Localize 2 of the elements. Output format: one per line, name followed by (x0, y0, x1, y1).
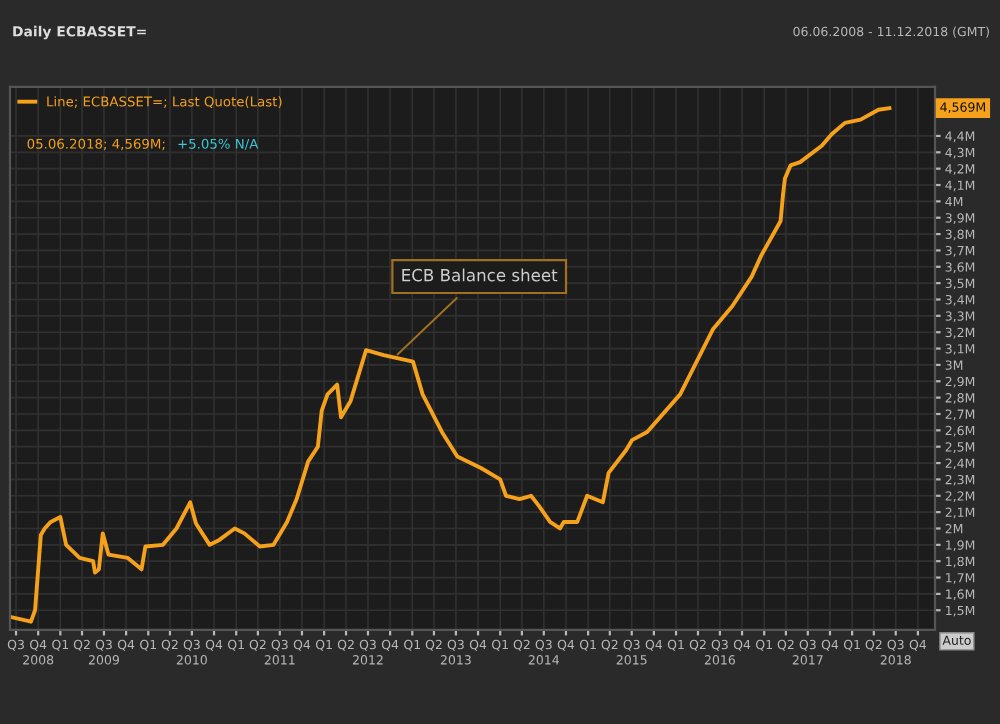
line-series (10, 106, 892, 624)
annotation: ECB Balance sheet (402, 268, 558, 282)
